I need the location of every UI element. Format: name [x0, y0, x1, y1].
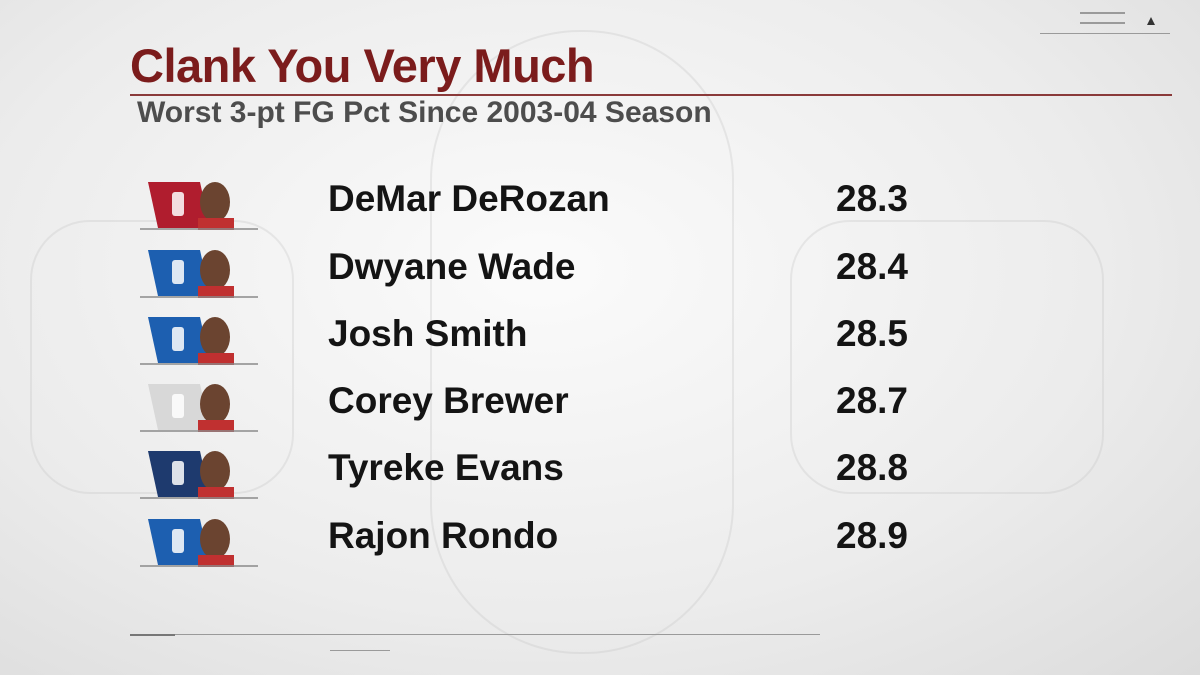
- icon-art: [140, 317, 258, 365]
- watermark: [790, 220, 1104, 494]
- player-name: Josh Smith: [328, 313, 528, 354]
- deco-line: [1080, 22, 1125, 24]
- player-row: Dwyane Wade 28.4: [0, 238, 1200, 298]
- fg-pct: 28.7: [836, 380, 909, 421]
- fg-pct: 28.5: [836, 313, 909, 354]
- player-icon: [140, 238, 260, 298]
- player-row: Corey Brewer 28.7: [0, 372, 1200, 432]
- player-name: Rajon Rondo: [328, 515, 559, 556]
- title-rule: [130, 94, 1172, 96]
- deco-line: [330, 650, 390, 651]
- player-icon: [140, 507, 260, 567]
- player-name: DeMar DeRozan: [328, 178, 610, 219]
- deco-line: [1040, 33, 1170, 34]
- player-name: Corey Brewer: [328, 380, 569, 421]
- icon-art: [140, 250, 258, 298]
- player-name: Dwyane Wade: [328, 246, 576, 287]
- icon-art: [140, 384, 258, 432]
- deco-triangle: [1147, 17, 1155, 25]
- player-row: Tyreke Evans 28.8: [0, 439, 1200, 499]
- player-row: Josh Smith 28.5: [0, 305, 1200, 365]
- player-row: Rajon Rondo 28.9: [0, 507, 1200, 567]
- fg-pct: 28.4: [836, 246, 909, 287]
- player-icon: [140, 439, 260, 499]
- title: Clank You Very Much: [130, 39, 595, 92]
- player-icon: [140, 372, 260, 432]
- icon-art: [140, 182, 258, 230]
- player-icon: [140, 170, 260, 230]
- icon-art: [140, 519, 258, 567]
- fg-pct: 28.3: [836, 178, 909, 219]
- player-name: Tyreke Evans: [328, 447, 564, 488]
- deco-line: [130, 634, 820, 635]
- icon-art: [140, 451, 258, 499]
- deco-line: [130, 634, 175, 636]
- deco-line: [1080, 12, 1125, 14]
- player-row: DeMar DeRozan 28.3: [0, 170, 1200, 230]
- subtitle: Worst 3-pt FG Pct Since 2003-04 Season: [137, 96, 712, 129]
- fg-pct: 28.9: [836, 515, 909, 556]
- fg-pct: 28.8: [836, 447, 909, 488]
- watermark: [430, 30, 734, 654]
- player-icon: [140, 305, 260, 365]
